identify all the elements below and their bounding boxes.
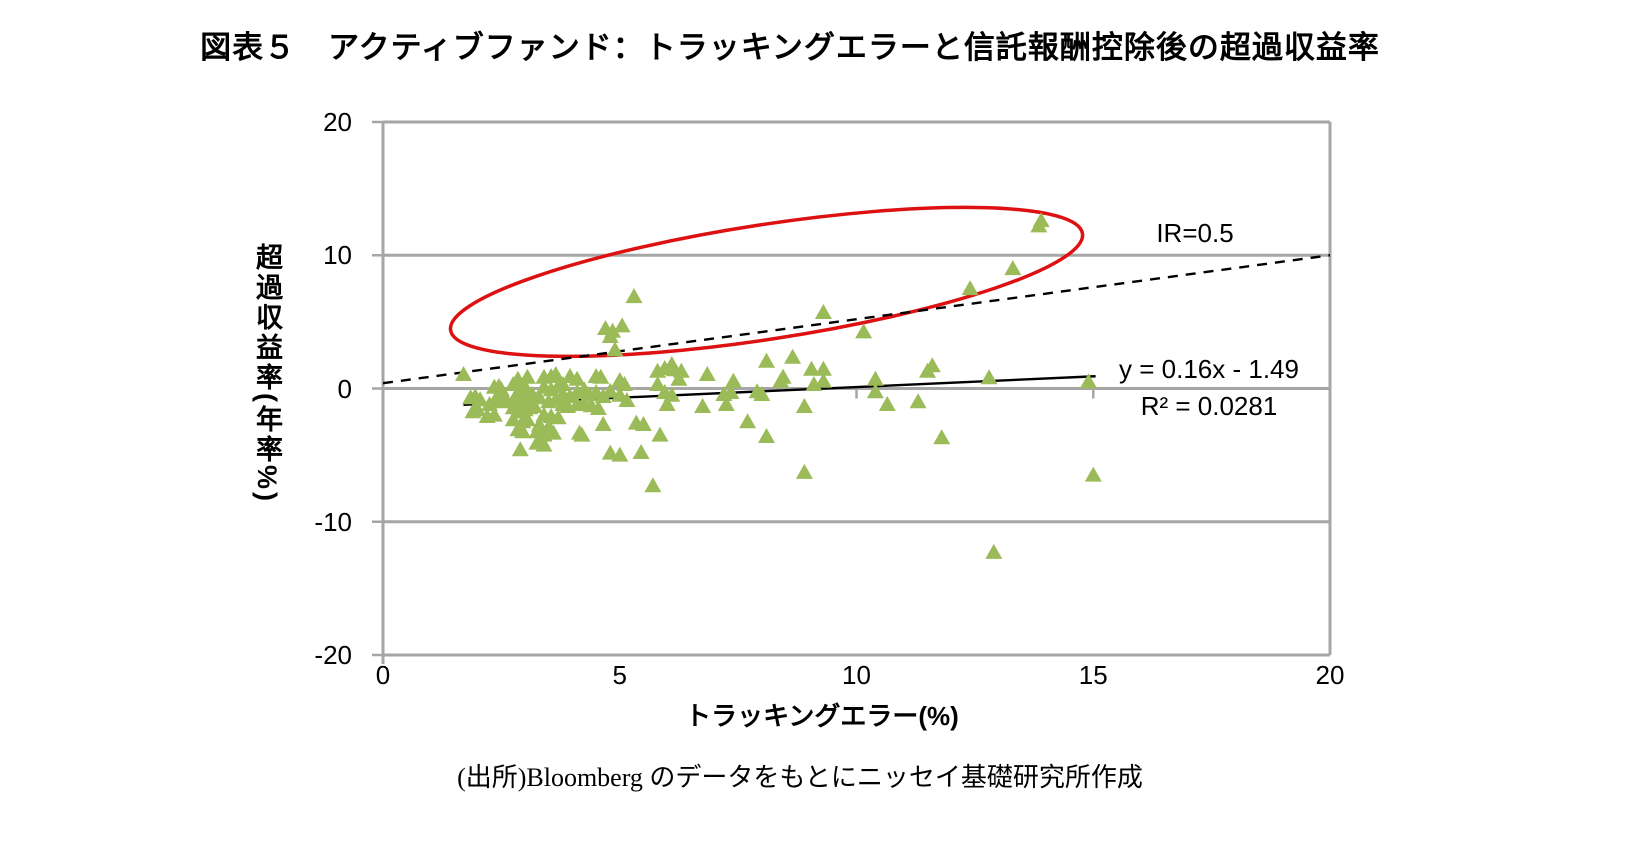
data-point	[670, 370, 688, 386]
data-point	[554, 376, 572, 391]
data-point	[601, 382, 619, 398]
data-point	[672, 362, 690, 378]
data-point	[866, 383, 884, 399]
data-point	[1084, 466, 1102, 482]
data-point	[651, 426, 669, 442]
data-point	[694, 398, 712, 413]
data-point	[471, 391, 489, 407]
data-point	[1004, 260, 1022, 276]
data-point	[485, 406, 503, 422]
data-point	[606, 341, 624, 357]
x-tick-label-0: 0	[375, 660, 391, 690]
data-point	[561, 388, 579, 403]
data-point	[535, 436, 553, 452]
data-point	[469, 401, 487, 417]
data-point	[698, 366, 716, 381]
data-point	[985, 543, 1003, 559]
data-point	[644, 477, 662, 493]
data-point	[1032, 212, 1050, 228]
data-point	[814, 304, 832, 319]
y-tick-label--20: -20	[314, 640, 352, 670]
x-tick-label-20: 20	[1315, 660, 1345, 690]
x-tick-label-5: 5	[612, 660, 627, 690]
data-point	[774, 368, 792, 384]
data-point	[589, 400, 607, 415]
data-point	[814, 372, 832, 388]
x-axis-title: トラッキングエラー(%)	[685, 701, 959, 731]
reference-line-label: IR=0.5	[1156, 218, 1234, 248]
data-point	[980, 369, 998, 385]
data-point	[717, 396, 735, 411]
trendline-r-squared: R² = 0.0281	[1140, 391, 1278, 421]
data-point	[545, 424, 562, 440]
data-point	[455, 366, 472, 381]
data-point	[518, 368, 536, 384]
data-point	[514, 423, 532, 439]
data-point	[568, 370, 586, 386]
x-tick-label-15: 15	[1078, 660, 1108, 690]
trendline-equation: y = 0.16x - 1.49	[1119, 354, 1299, 384]
data-point	[961, 280, 979, 296]
highlight-ellipse	[448, 205, 1085, 359]
data-point	[547, 366, 565, 381]
source-note: (出所)Bloomberg のデータをもとにニッセイ基礎研究所作成	[457, 763, 1143, 792]
data-point	[601, 328, 619, 343]
data-point	[573, 426, 591, 442]
data-point	[632, 444, 650, 459]
data-point	[739, 413, 757, 429]
data-point	[784, 348, 802, 364]
plot-area	[372, 120, 1332, 664]
y-tick-label-10: 10	[323, 240, 352, 271]
data-point	[795, 463, 813, 479]
data-point	[625, 288, 643, 304]
data-point	[753, 386, 771, 401]
data-point	[526, 398, 543, 413]
data-point	[866, 370, 884, 386]
data-point	[481, 396, 498, 411]
data-point	[909, 393, 927, 409]
chart-title: 図表５ アクティブファンド：トラッキングエラーと信託報酬控除後の超過収益率	[200, 30, 1380, 65]
data-point	[923, 357, 941, 373]
data-point	[518, 411, 536, 427]
data-point	[616, 376, 633, 391]
data-point	[658, 396, 676, 411]
data-point	[511, 441, 529, 457]
data-point	[803, 360, 820, 376]
data-point	[758, 352, 775, 368]
data-point	[601, 444, 619, 460]
data-point	[878, 396, 896, 411]
data-point	[634, 416, 652, 431]
data-point	[530, 389, 548, 405]
data-point	[594, 416, 612, 431]
data-point	[724, 372, 742, 388]
y-tick-label-20: 20	[323, 107, 352, 137]
y-axis-title: 超過収益率(年率%)	[252, 243, 282, 504]
data-point	[795, 398, 813, 413]
data-point	[663, 356, 681, 371]
y-tick-label--10: -10	[314, 506, 352, 537]
data-point	[855, 323, 873, 339]
reference-line	[382, 254, 1331, 385]
data-point	[618, 392, 636, 407]
data-point	[722, 384, 740, 399]
data-point	[758, 428, 775, 443]
data-point	[613, 317, 631, 333]
scatter-plot	[372, 120, 1332, 664]
data-point	[549, 409, 567, 425]
data-point	[649, 376, 667, 391]
data-point	[814, 360, 832, 376]
data-point	[592, 368, 610, 384]
x-tick-label-10: 10	[842, 660, 871, 690]
data-point	[933, 429, 951, 445]
data-point	[1080, 373, 1097, 389]
y-tick-label-0: 0	[337, 373, 352, 404]
